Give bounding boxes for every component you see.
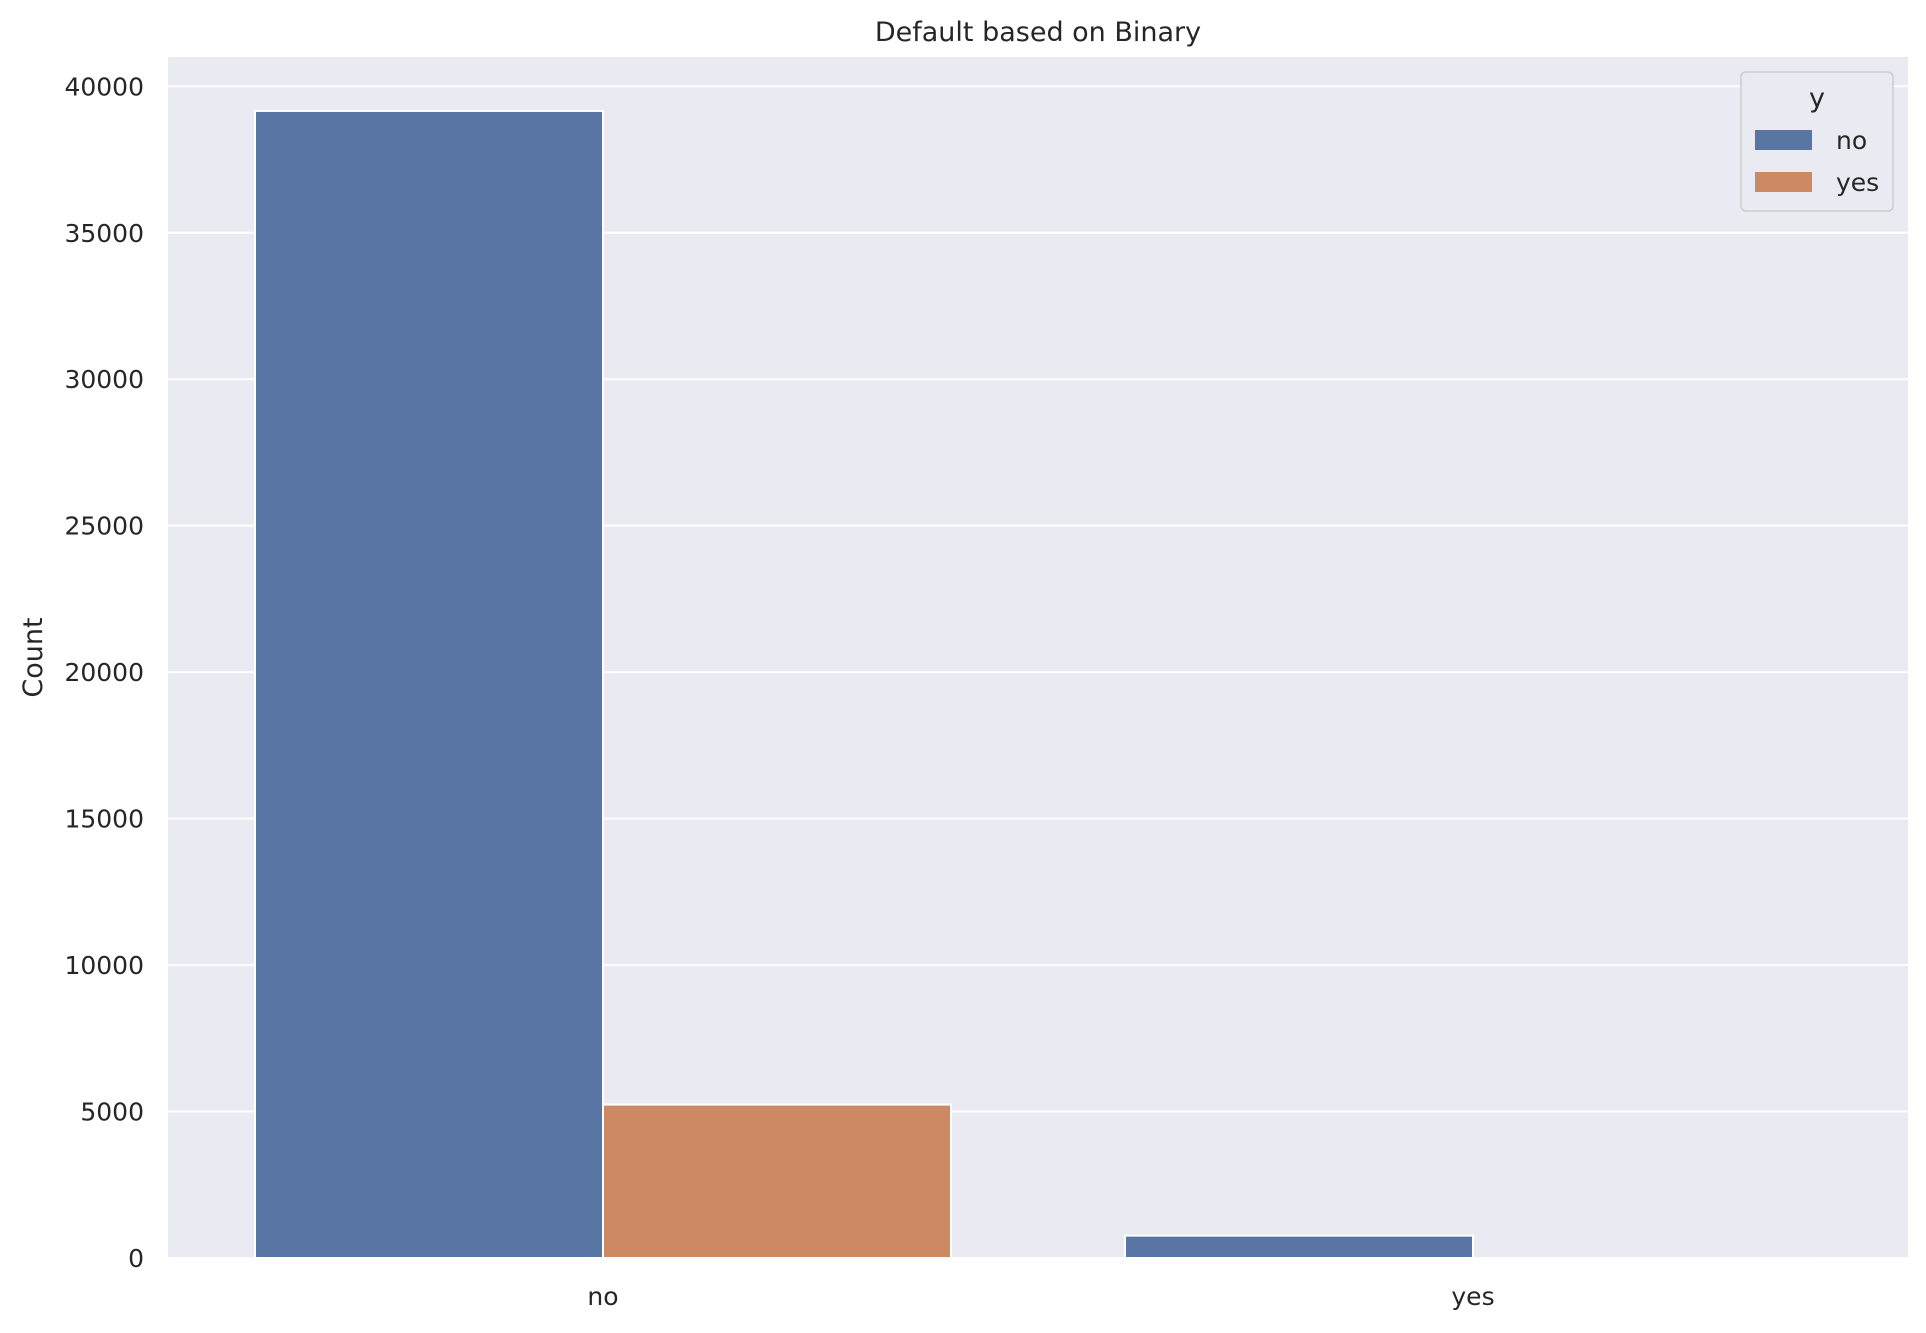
y-tick-label: 10000 xyxy=(64,951,144,980)
y-tick-label: 25000 xyxy=(64,512,144,541)
y-tick-label: 30000 xyxy=(64,365,144,394)
y-tick-label: 15000 xyxy=(64,805,144,834)
x-tick-labels: no yes xyxy=(587,1282,1494,1311)
y-tick-label: 40000 xyxy=(64,72,144,101)
bar-no-yes xyxy=(603,1105,951,1258)
legend-swatch-yes xyxy=(1755,172,1812,192)
legend-entry-yes: yes xyxy=(1836,168,1879,197)
y-tick-label: 20000 xyxy=(64,658,144,687)
x-tick-label: yes xyxy=(1451,1282,1494,1311)
legend-entry-no: no xyxy=(1836,126,1867,155)
y-tick-label: 0 xyxy=(128,1244,144,1273)
bar-yes-no xyxy=(1125,1236,1473,1258)
chart-title: Default based on Binary xyxy=(875,17,1201,48)
y-tick-labels: 0 5000 10000 15000 20000 25000 30000 35000 40000 xyxy=(64,72,144,1273)
legend-swatch-no xyxy=(1755,130,1812,150)
x-tick-label: no xyxy=(587,1282,618,1311)
y-axis-label: Count xyxy=(18,617,49,697)
y-tick-label: 5000 xyxy=(80,1098,144,1127)
legend: y no yes xyxy=(1741,72,1893,211)
legend-title: y xyxy=(1809,83,1825,114)
y-tick-label: 35000 xyxy=(64,219,144,248)
bar-no-no xyxy=(255,111,603,1258)
